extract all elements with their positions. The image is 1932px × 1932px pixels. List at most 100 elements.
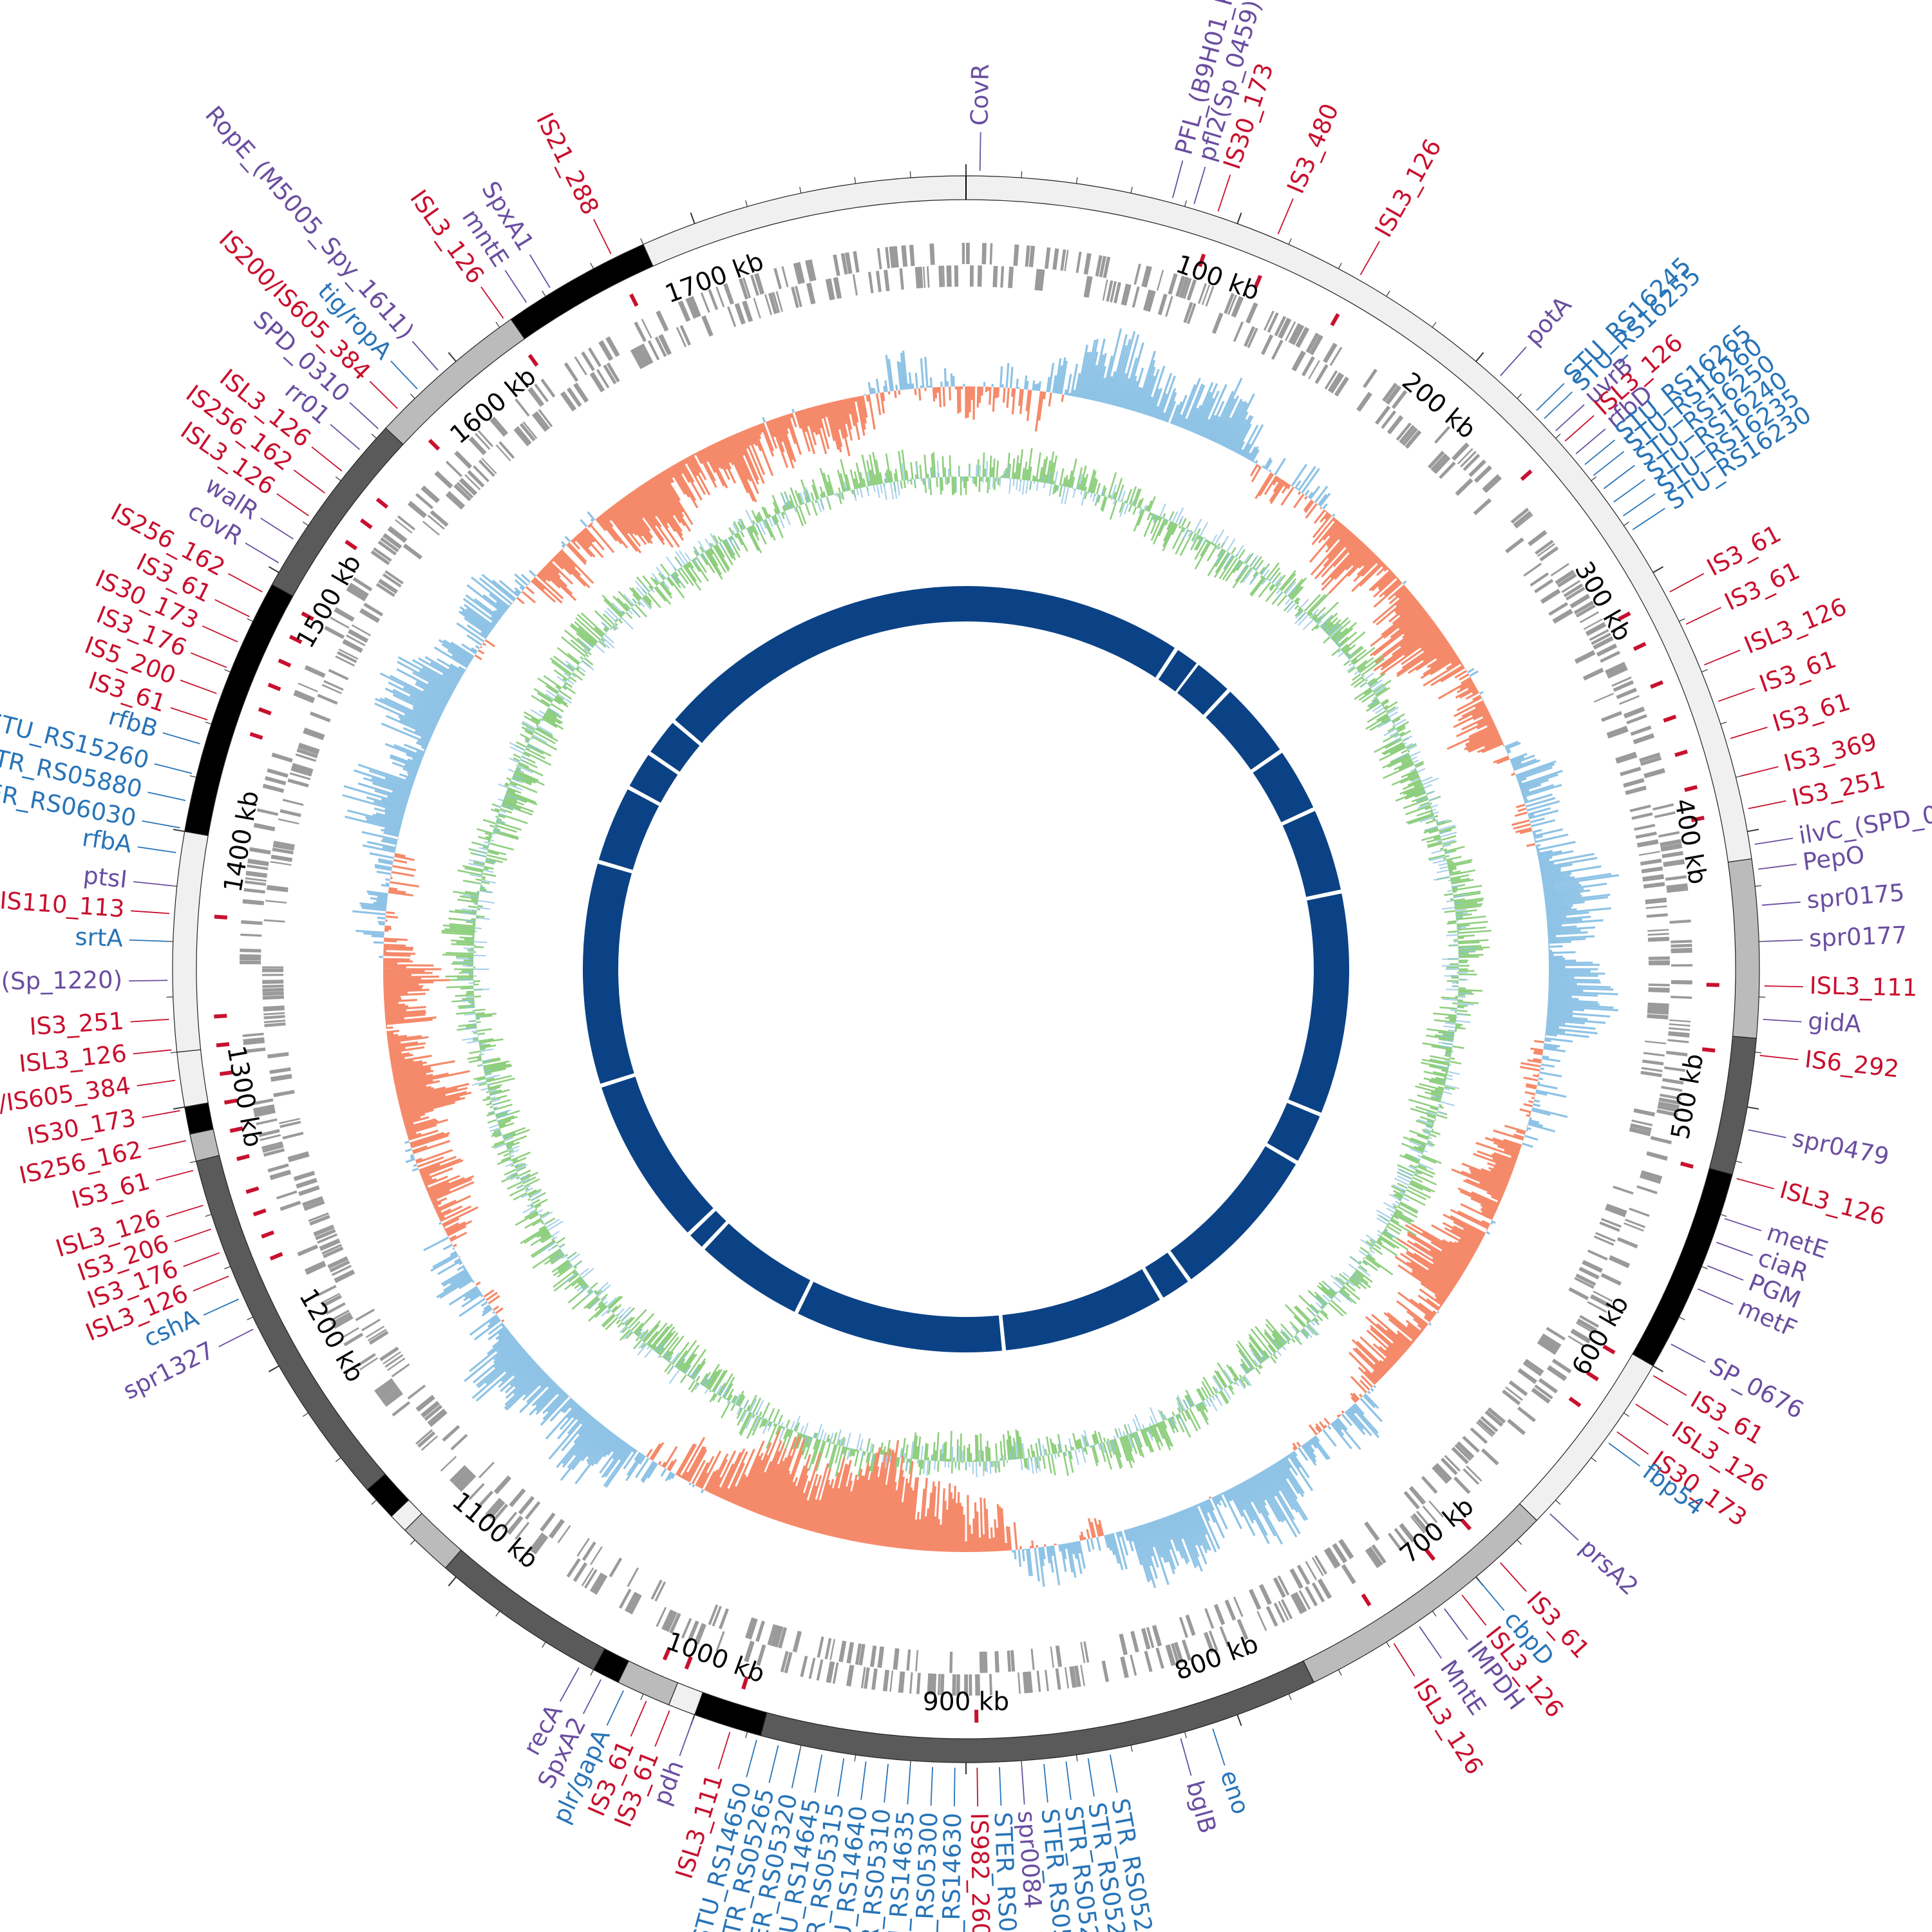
is-element-marker — [245, 1186, 260, 1194]
gene-bar — [1144, 1651, 1153, 1672]
gene-bar — [1645, 905, 1667, 909]
gene-bar — [1629, 1126, 1651, 1137]
gc-skew-track — [441, 448, 1492, 1478]
gene-bar — [560, 391, 577, 412]
gene-bar — [1505, 1386, 1524, 1401]
gene-bar — [1440, 1457, 1458, 1475]
gene-bar — [712, 1605, 722, 1627]
gene-bar — [1179, 276, 1189, 299]
gene-bar — [1606, 725, 1628, 737]
annotation-leader — [1575, 428, 1606, 455]
gene-bar — [1661, 1086, 1683, 1092]
gene-bar — [279, 1121, 301, 1128]
gene-bar — [290, 766, 313, 777]
scale-tick — [189, 1160, 196, 1164]
gene-bar — [1663, 858, 1685, 867]
annotation-leader — [837, 1758, 845, 1797]
gene-bar — [321, 1294, 343, 1308]
gene-bar — [869, 1645, 877, 1667]
gene-bar — [273, 1090, 295, 1097]
gene-bar — [317, 694, 338, 705]
gene-bar — [1599, 1221, 1620, 1232]
annotation-leader — [1065, 1761, 1072, 1800]
gene-bar — [464, 474, 481, 491]
gene-bar — [1258, 1584, 1273, 1605]
gene-bar — [877, 1646, 885, 1669]
gene-bar — [249, 847, 271, 855]
annotation-leader — [746, 1739, 757, 1777]
gene-bar — [370, 550, 390, 565]
gene-bar — [287, 778, 309, 788]
scale-tick — [410, 393, 415, 399]
gene-bar — [1205, 285, 1215, 307]
scale-tick — [205, 1214, 212, 1217]
gene-bar — [816, 1659, 824, 1681]
gene-bar — [1608, 1255, 1631, 1269]
gene-bar — [454, 450, 473, 469]
gene-bar — [368, 1331, 389, 1345]
is-element-marker — [359, 518, 373, 529]
gene-bar — [1034, 269, 1041, 291]
gene-bar — [606, 362, 620, 383]
gene-bar — [627, 1567, 639, 1587]
gene-bar — [313, 1224, 335, 1237]
gene-bar — [966, 243, 970, 265]
genome-segment — [1632, 1168, 1733, 1367]
gene-bar — [634, 346, 648, 368]
gene-bar — [359, 1357, 379, 1370]
annotation-label: gidA — [1807, 1007, 1862, 1038]
annotation-leader — [1669, 573, 1705, 592]
gene-bar — [1314, 364, 1329, 384]
gene-bar — [1570, 1329, 1591, 1344]
gene-bar — [1427, 450, 1445, 469]
gene-bar — [589, 1572, 605, 1593]
scale-tick — [1288, 238, 1292, 245]
gene-bar — [1671, 940, 1692, 943]
gene-bar — [270, 1074, 292, 1082]
is-element-marker — [1424, 1548, 1436, 1561]
gene-bar — [1640, 858, 1662, 866]
gene-bar — [1083, 1641, 1090, 1663]
annotation-leader — [330, 424, 361, 450]
gene-bar — [383, 1351, 401, 1365]
gene-bar — [901, 245, 908, 267]
scale-label: 1000 kb — [662, 1627, 768, 1689]
gene-bar — [331, 1265, 352, 1276]
gene-bar — [387, 526, 408, 543]
gene-bar — [1261, 334, 1274, 355]
gene-bar — [918, 267, 923, 289]
gene-bar — [1589, 1294, 1611, 1308]
is-element-marker — [289, 634, 303, 644]
gene-bar — [566, 387, 582, 408]
scale-label: 1400 kb — [218, 788, 265, 894]
gene-bar — [1151, 1625, 1162, 1647]
gene-bar — [1517, 1368, 1537, 1385]
gene-bar — [1183, 301, 1193, 323]
gene-bar — [1391, 390, 1408, 410]
annotation-label: IS3_251 — [28, 1007, 124, 1041]
gene-bar — [1141, 265, 1151, 288]
gene-bar — [379, 1347, 399, 1361]
is-element-marker — [267, 683, 281, 692]
annotation-leader — [1193, 166, 1206, 204]
annotation-label: CovR — [965, 64, 994, 126]
is-element-marker — [252, 1208, 267, 1217]
gene-bar — [1132, 286, 1140, 308]
gene-bar — [1646, 1151, 1668, 1161]
gene-bar — [1647, 1010, 1669, 1015]
gene-bar — [247, 858, 269, 867]
gene-bar — [723, 283, 734, 305]
gene-bar — [852, 274, 858, 296]
annotation-leader — [162, 732, 200, 744]
gene-bar — [548, 1519, 565, 1539]
gene-bar — [1647, 1014, 1669, 1020]
gene-bar — [1010, 1650, 1016, 1672]
gene-bar — [1575, 1273, 1596, 1287]
annotation-leaders — [129, 132, 1803, 1806]
annotation-label: STU_RS14630 — [937, 1813, 967, 1932]
scale-tick — [448, 1577, 457, 1587]
gene-bar — [1587, 1301, 1607, 1313]
annotation-label: IS982_260 — [965, 1813, 995, 1932]
gene-bar — [1515, 514, 1533, 529]
